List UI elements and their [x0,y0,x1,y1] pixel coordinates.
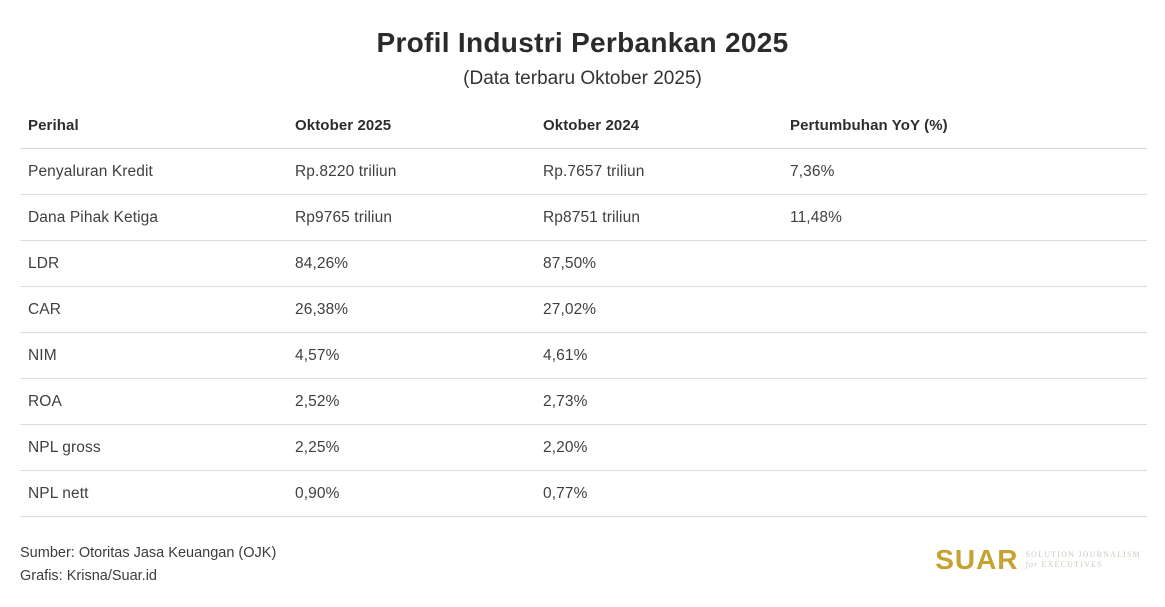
value-okt2024: 0,77% [535,470,782,517]
value-okt2025: Rp9765 triliun [287,194,535,241]
suar-tagline: SOLUTION JOURNALISM for EXECUTIVES [1026,550,1141,570]
value-okt2025: 84,26% [287,240,535,287]
table-row: Penyaluran Kredit Rp.8220 triliun Rp.765… [20,148,1147,195]
value-okt2024: Rp8751 triliun [535,194,782,241]
banking-profile-table: Perihal Oktober 2025 Oktober 2024 Pertum… [20,103,1147,517]
row-label: NPL gross [20,424,287,471]
table-row: NPL gross 2,25% 2,20% [20,424,1147,471]
value-yoy: 11,48% [782,194,1147,241]
table-row: NPL nett 0,90% 0,77% [20,470,1147,517]
value-okt2024: Rp.7657 triliun [535,148,782,195]
column-header-oktober-2025: Oktober 2025 [287,103,535,149]
page-title: Profil Industri Perbankan 2025 [376,27,789,58]
table-row: Dana Pihak Ketiga Rp9765 triliun Rp8751 … [20,194,1147,241]
value-okt2024: 27,02% [535,286,782,333]
value-okt2025: 26,38% [287,286,535,333]
value-yoy [782,286,1147,333]
table-row: LDR 84,26% 87,50% [20,240,1147,287]
value-okt2025: 2,25% [287,424,535,471]
value-yoy: 7,36% [782,148,1147,195]
value-okt2025: 0,90% [287,470,535,517]
row-label: Dana Pihak Ketiga [20,194,287,241]
value-okt2025: 2,52% [287,378,535,425]
tagline-for: for [1025,560,1039,569]
suar-wordmark: SUAR [935,544,1019,575]
value-yoy [782,332,1147,379]
value-yoy [782,470,1147,517]
value-okt2024: 2,20% [535,424,782,471]
credit-line: Grafis: Krisna/Suar.id [20,568,157,584]
row-label: NIM [20,332,287,379]
tagline-line1: SOLUTION JOURNALISM [1025,550,1141,559]
row-label: CAR [20,286,287,333]
value-yoy [782,424,1147,471]
suar-logo: SUAR SOLUTION JOURNALISM for EXECUTIVES [935,546,1141,574]
tagline-executives: EXECUTIVES [1041,560,1103,569]
value-okt2025: Rp.8220 triliun [287,148,535,195]
row-label: LDR [20,240,287,287]
value-okt2024: 4,61% [535,332,782,379]
value-yoy [782,240,1147,287]
table-row: ROA 2,52% 2,73% [20,378,1147,425]
value-okt2024: 87,50% [535,240,782,287]
value-okt2024: 2,73% [535,378,782,425]
row-label: Penyaluran Kredit [20,148,287,195]
row-label: ROA [20,378,287,425]
table-row: NIM 4,57% 4,61% [20,332,1147,379]
tagline-line2: for EXECUTIVES [1026,560,1141,570]
footer-credits: Sumber: Otoritas Jasa Keuangan (OJK) Gra… [20,542,276,588]
page-subtitle: (Data terbaru Oktober 2025) [463,68,702,89]
source-line: Sumber: Otoritas Jasa Keuangan (OJK) [20,545,277,561]
column-header-yoy: Pertumbuhan YoY (%) [782,103,1147,149]
value-okt2025: 4,57% [287,332,535,379]
row-label: NPL nett [20,470,287,517]
column-header-oktober-2024: Oktober 2024 [535,103,782,149]
value-yoy [782,378,1147,425]
table-row: CAR 26,38% 27,02% [20,286,1147,333]
table-header-row: Perihal Oktober 2025 Oktober 2024 Pertum… [20,103,1147,149]
column-header-perihal: Perihal [20,103,287,149]
